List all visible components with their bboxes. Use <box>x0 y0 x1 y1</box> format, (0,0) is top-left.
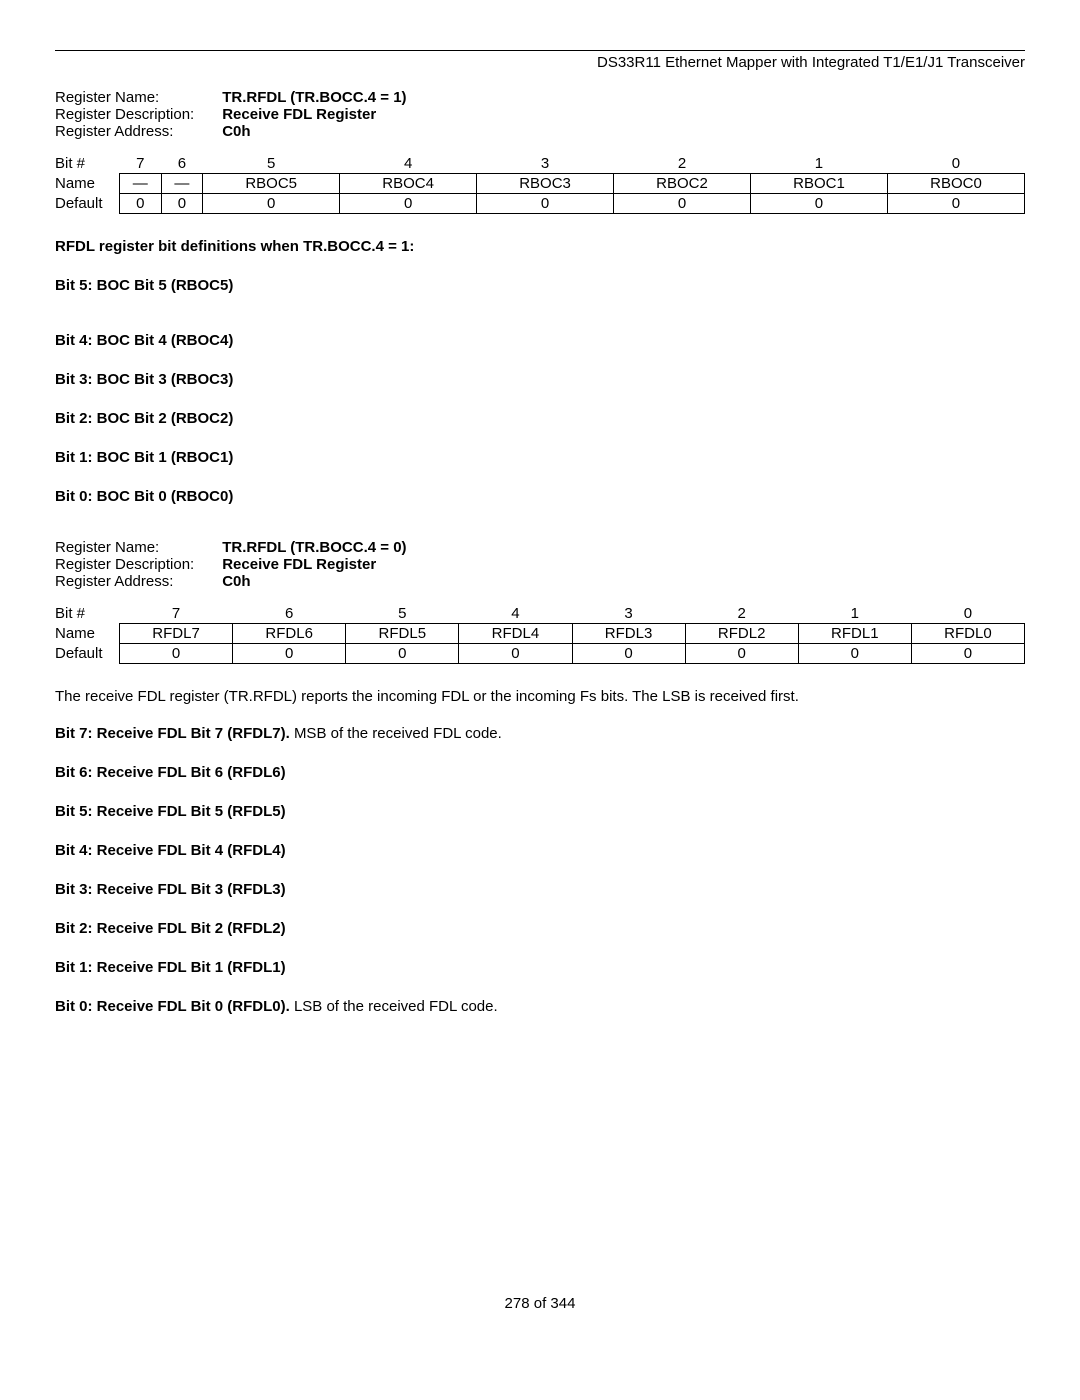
bit-definition: Bit 1: Receive FDL Bit 1 (RFDL1) <box>55 959 1025 976</box>
reg1-desc-label: Register Description: <box>55 106 222 123</box>
reg2-addr-value: C0h <box>222 573 406 590</box>
name-cell: — <box>120 174 162 194</box>
reg1-addr-value: C0h <box>222 123 406 140</box>
bit-definition: Bit 4: Receive FDL Bit 4 (RFDL4) <box>55 842 1025 859</box>
name-cell: RBOC5 <box>203 174 340 194</box>
default-cell: 0 <box>161 194 203 214</box>
bit-cell: 6 <box>161 154 203 174</box>
name-cell: RFDL1 <box>798 624 911 644</box>
bit-cell: 1 <box>751 154 888 174</box>
register1-bit-table: Bit # 7 6 5 4 3 2 1 0 Name — — RBOC5 RBO… <box>55 154 1025 214</box>
reg2-desc-label: Register Description: <box>55 556 222 573</box>
default-label: Default <box>55 194 120 214</box>
name-cell: RBOC0 <box>887 174 1024 194</box>
bit-cell: 5 <box>346 604 459 624</box>
bit-definition: Bit 4: BOC Bit 4 (RBOC4) <box>55 332 1025 349</box>
table-row-default: Default 0 0 0 0 0 0 0 0 <box>55 194 1025 214</box>
default-label: Default <box>55 644 120 664</box>
default-cell: 0 <box>911 644 1024 664</box>
reg1-name-label: Register Name: <box>55 89 222 106</box>
table-row-bitnum: Bit # 7 6 5 4 3 2 1 0 <box>55 154 1025 174</box>
bit-cell: 4 <box>340 154 477 174</box>
reg1-addr-label: Register Address: <box>55 123 222 140</box>
name-cell: RFDL6 <box>233 624 346 644</box>
bit-cell: 1 <box>798 604 911 624</box>
bit-definition: Bit 5: BOC Bit 5 (RBOC5) <box>55 277 1025 294</box>
default-cell: 0 <box>459 644 572 664</box>
bit-cell: 7 <box>120 154 162 174</box>
doc-title: DS33R11 Ethernet Mapper with Integrated … <box>55 54 1025 71</box>
table-row-name: Name — — RBOC5 RBOC4 RBOC3 RBOC2 RBOC1 R… <box>55 174 1025 194</box>
bit-definition: Bit 2: Receive FDL Bit 2 (RFDL2) <box>55 920 1025 937</box>
default-cell: 0 <box>751 194 888 214</box>
name-cell: RFDL5 <box>346 624 459 644</box>
bit-cell: 2 <box>614 154 751 174</box>
bit-definition: Bit 0: BOC Bit 0 (RBOC0) <box>55 488 1025 505</box>
bit-cell: 0 <box>887 154 1024 174</box>
page-footer: 278 of 344 <box>55 1295 1025 1312</box>
table-row-default: Default 0 0 0 0 0 0 0 0 <box>55 644 1025 664</box>
bit-cell: 2 <box>685 604 798 624</box>
default-cell: 0 <box>887 194 1024 214</box>
register1-meta: Register Name: TR.RFDL (TR.BOCC.4 = 1) R… <box>55 89 407 140</box>
bit-definition: Bit 5: Receive FDL Bit 5 (RFDL5) <box>55 803 1025 820</box>
table-row-bitnum: Bit # 7 6 5 4 3 2 1 0 <box>55 604 1025 624</box>
reg2-name-value: TR.RFDL (TR.BOCC.4 = 0) <box>222 539 406 556</box>
name-label: Name <box>55 174 120 194</box>
bit-cell: 3 <box>572 604 685 624</box>
name-cell: RBOC3 <box>477 174 614 194</box>
name-cell: RBOC1 <box>751 174 888 194</box>
header-rule <box>55 50 1025 51</box>
bit-definition: Bit 2: BOC Bit 2 (RBOC2) <box>55 410 1025 427</box>
bit-definition: Bit 1: BOC Bit 1 (RBOC1) <box>55 449 1025 466</box>
default-cell: 0 <box>798 644 911 664</box>
reg2-intro: The receive FDL register (TR.RFDL) repor… <box>55 688 1025 705</box>
register2-meta: Register Name: TR.RFDL (TR.BOCC.4 = 0) R… <box>55 539 407 590</box>
table-row-name: Name RFDL7 RFDL6 RFDL5 RFDL4 RFDL3 RFDL2… <box>55 624 1025 644</box>
name-cell: RFDL3 <box>572 624 685 644</box>
name-cell: RFDL0 <box>911 624 1024 644</box>
default-cell: 0 <box>120 194 162 214</box>
bit-cell: 7 <box>120 604 233 624</box>
bit-cell: 3 <box>477 154 614 174</box>
bit-cell: 0 <box>911 604 1024 624</box>
default-cell: 0 <box>233 644 346 664</box>
reg1-defs-title: RFDL register bit definitions when TR.BO… <box>55 238 1025 255</box>
bit-label: Bit # <box>55 604 120 624</box>
name-label: Name <box>55 624 120 644</box>
default-cell: 0 <box>685 644 798 664</box>
reg1-desc-value: Receive FDL Register <box>222 106 406 123</box>
bit-definition: Bit 3: Receive FDL Bit 3 (RFDL3) <box>55 881 1025 898</box>
bit-label: Bit # <box>55 154 120 174</box>
bit-cell: 4 <box>459 604 572 624</box>
bit-definition: Bit 7: Receive FDL Bit 7 (RFDL7). MSB of… <box>55 725 1025 742</box>
bit-definition: Bit 0: Receive FDL Bit 0 (RFDL0). LSB of… <box>55 998 1025 1015</box>
default-cell: 0 <box>340 194 477 214</box>
name-cell: RFDL7 <box>120 624 233 644</box>
bit-definition: Bit 3: BOC Bit 3 (RBOC3) <box>55 371 1025 388</box>
name-cell: — <box>161 174 203 194</box>
reg1-name-value: TR.RFDL (TR.BOCC.4 = 1) <box>222 89 406 106</box>
default-cell: 0 <box>120 644 233 664</box>
default-cell: 0 <box>477 194 614 214</box>
register2-bit-table: Bit # 7 6 5 4 3 2 1 0 Name RFDL7 RFDL6 R… <box>55 604 1025 664</box>
bit-cell: 5 <box>203 154 340 174</box>
default-cell: 0 <box>203 194 340 214</box>
reg2-desc-value: Receive FDL Register <box>222 556 406 573</box>
default-cell: 0 <box>346 644 459 664</box>
bit-definition: Bit 6: Receive FDL Bit 6 (RFDL6) <box>55 764 1025 781</box>
name-cell: RBOC2 <box>614 174 751 194</box>
default-cell: 0 <box>614 194 751 214</box>
bit-cell: 6 <box>233 604 346 624</box>
reg2-addr-label: Register Address: <box>55 573 222 590</box>
reg2-name-label: Register Name: <box>55 539 222 556</box>
name-cell: RFDL4 <box>459 624 572 644</box>
default-cell: 0 <box>572 644 685 664</box>
name-cell: RBOC4 <box>340 174 477 194</box>
name-cell: RFDL2 <box>685 624 798 644</box>
